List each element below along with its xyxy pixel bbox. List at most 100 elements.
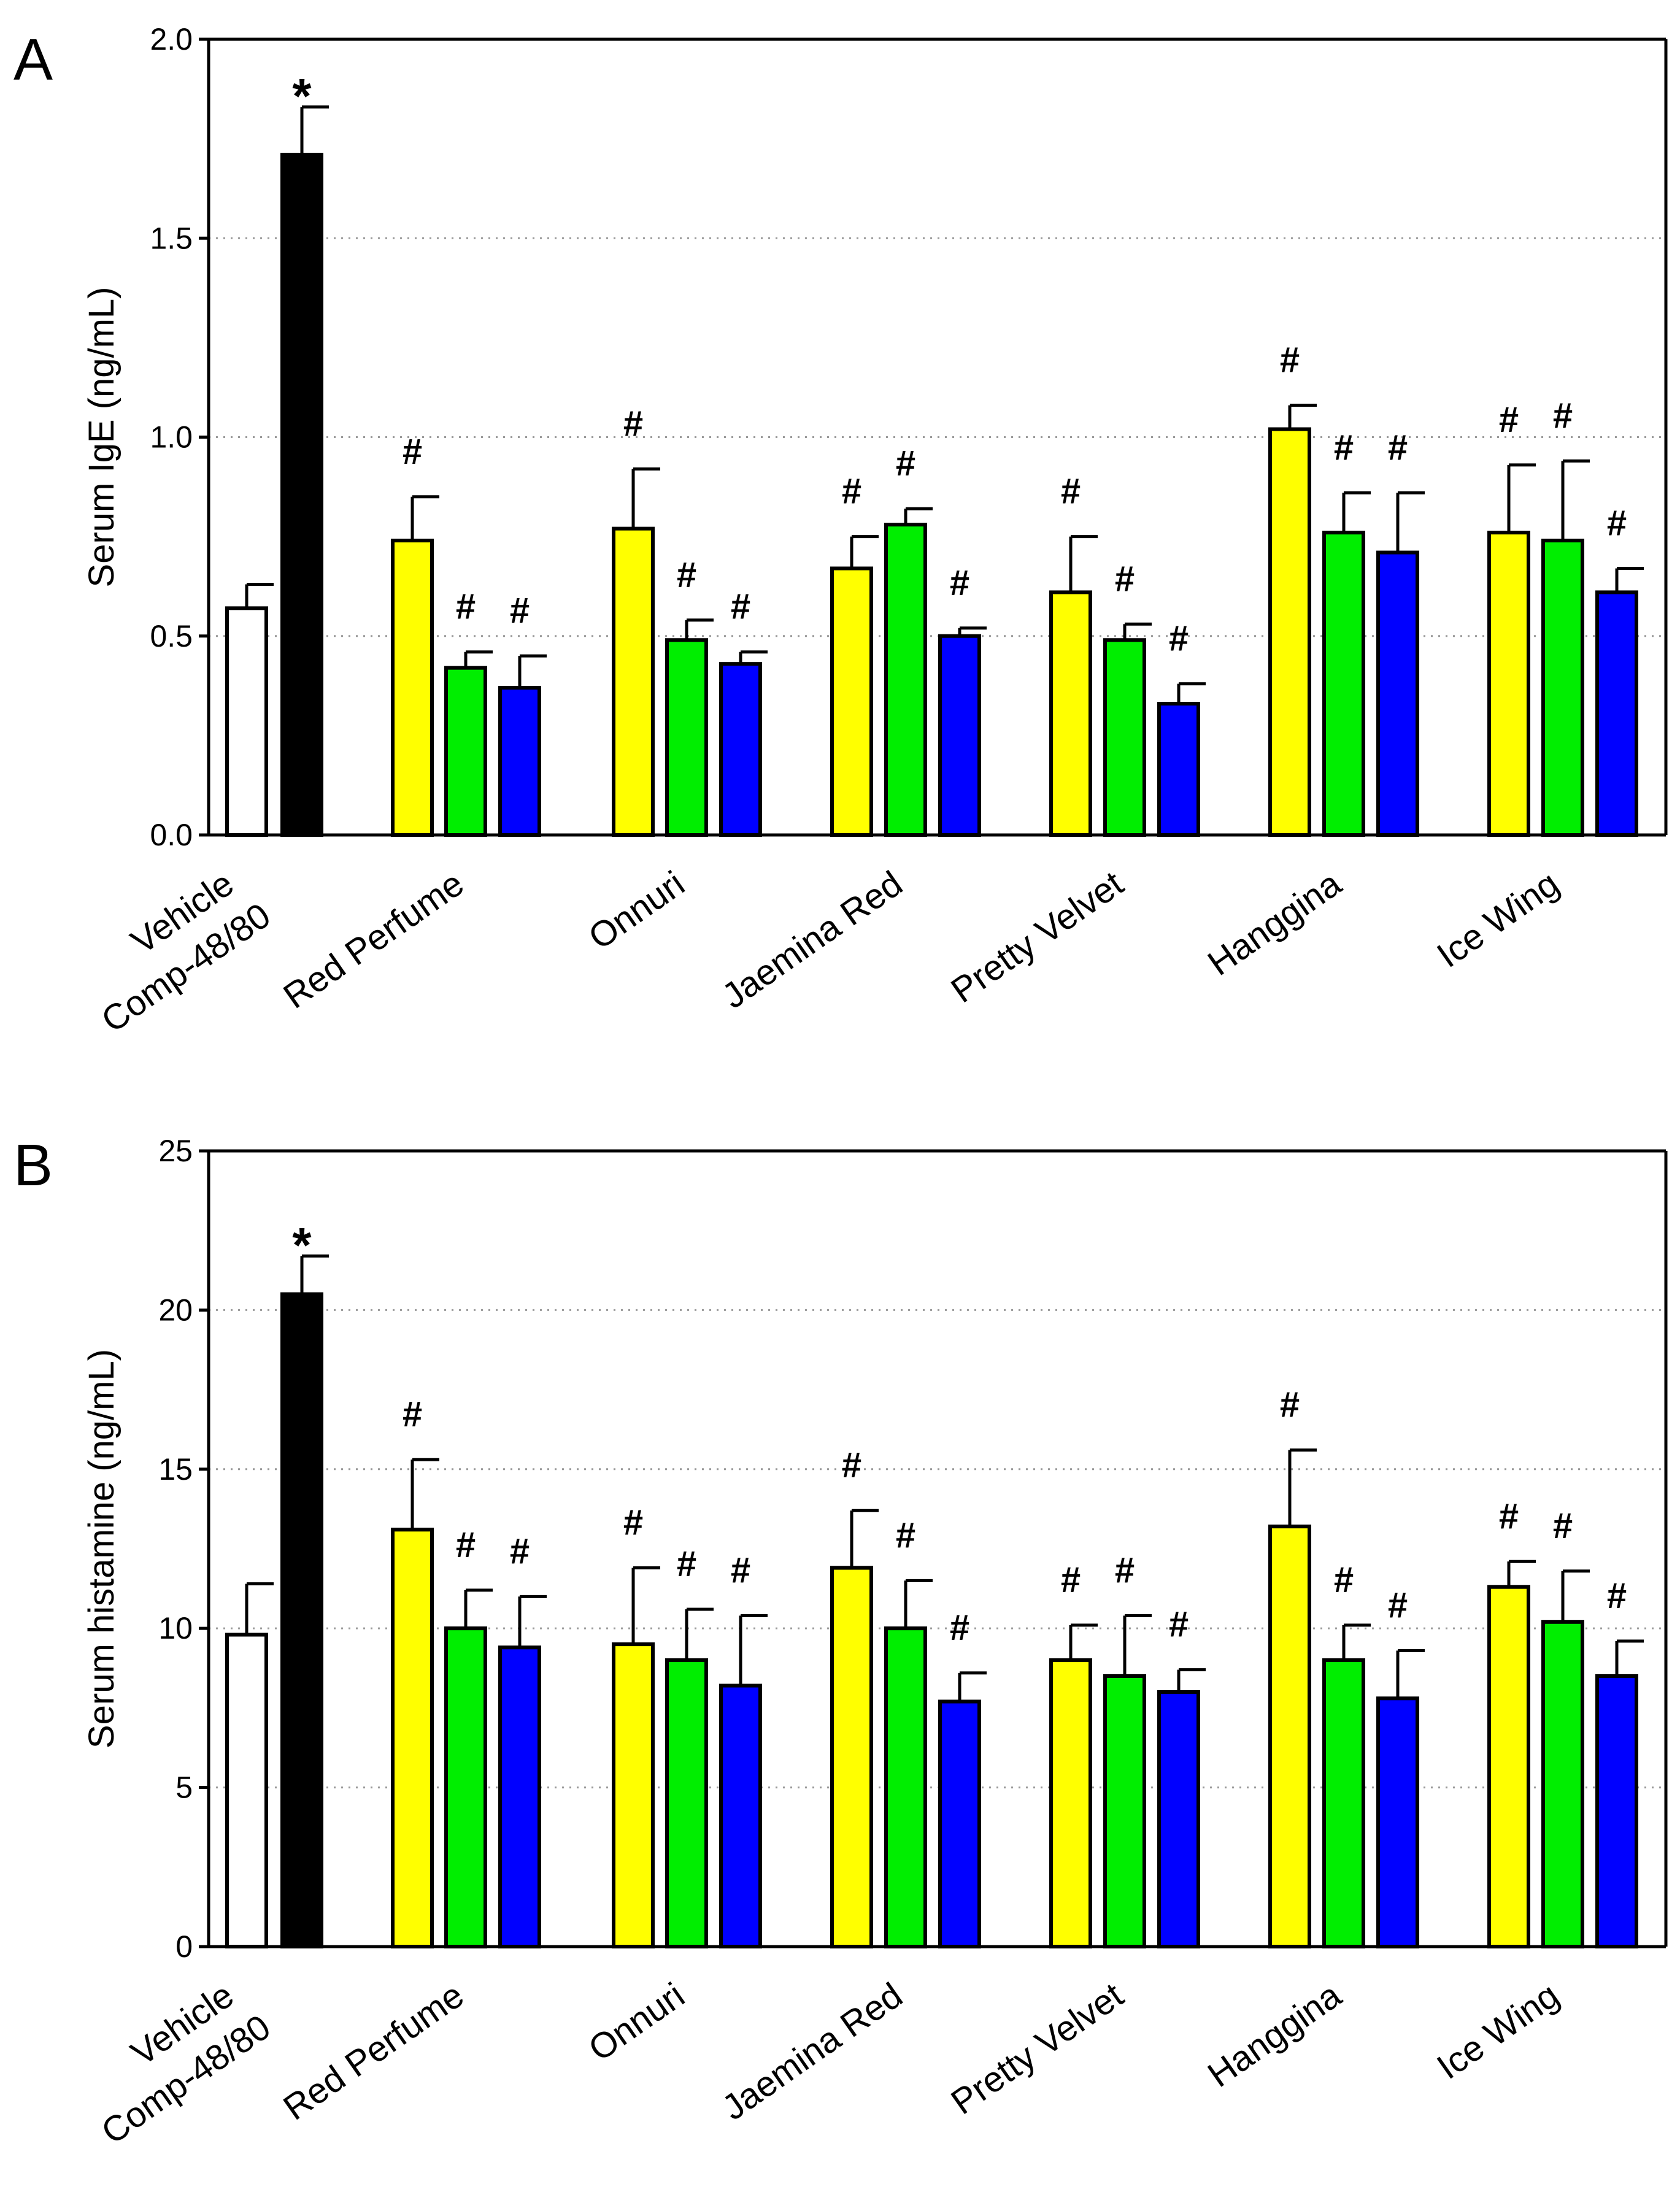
- bar-pretty-velvet-high: [1157, 701, 1200, 837]
- bar-ice-wing-mid: [1541, 1620, 1584, 1948]
- bar-jaemina-red-high: [938, 1699, 981, 1948]
- significance-hash: #: [731, 587, 750, 627]
- bar-red-perfume-mid: [444, 1626, 487, 1948]
- bar-pretty-velvet-high: [1157, 1690, 1200, 1948]
- significance-hash: #: [1280, 340, 1300, 380]
- significance-hash: #: [1553, 1506, 1573, 1546]
- significance-hash: #: [1607, 1576, 1627, 1616]
- bar-pretty-velvet-mid: [1103, 638, 1146, 837]
- significance-hash: #: [1280, 1385, 1300, 1425]
- bar-ice-wing-mid: [1541, 539, 1584, 837]
- bar-onnuri-high: [719, 1683, 762, 1948]
- x-category-label: Pretty Velvet: [944, 1975, 1130, 2122]
- bar-ice-wing-low: [1487, 531, 1530, 837]
- significance-hash: #: [842, 1445, 861, 1485]
- significance-hash: #: [1388, 1586, 1408, 1626]
- bar-control-vehicle: [225, 606, 268, 837]
- bar-jaemina-red-mid: [884, 1626, 927, 1948]
- significance-hash: #: [1334, 428, 1354, 467]
- bar-onnuri-mid: [665, 638, 708, 837]
- panel-a: A * # # # # # # # # # # # # # # # # # #0.0 0.5 1.0 1.5 2.0 Serum…: [13, 22, 1668, 1040]
- bar-red-perfume-low: [391, 539, 434, 837]
- bar-hanggina-mid: [1322, 531, 1365, 837]
- bar-ice-wing-high: [1595, 1674, 1638, 1949]
- significance-hash: #: [677, 1544, 696, 1584]
- bar-jaemina-red-mid: [884, 523, 927, 837]
- significance-hash: #: [1607, 504, 1627, 544]
- y-tick-label: 20: [158, 1293, 193, 1327]
- significance-hash: #: [510, 1531, 530, 1571]
- significance-hash: #: [623, 404, 643, 444]
- bar-onnuri-mid: [665, 1658, 708, 1949]
- bar-jaemina-red-high: [938, 634, 981, 837]
- bar-ice-wing-high: [1595, 590, 1638, 837]
- x-category-label: Red Perfume: [276, 863, 471, 1016]
- significance-hash: #: [623, 1503, 643, 1543]
- x-category-label: Jaemina Red: [715, 863, 909, 1016]
- x-category-label: Pretty Velvet: [944, 863, 1130, 1010]
- bar-pretty-velvet-low: [1049, 590, 1092, 837]
- significance-star: *: [292, 69, 312, 123]
- y-axis-label: Serum IgE (ng/mL): [82, 287, 121, 588]
- y-tick-label: 25: [158, 1134, 193, 1168]
- significance-hash: #: [896, 1515, 915, 1555]
- bar-hanggina-mid: [1322, 1658, 1365, 1949]
- bar-onnuri-high: [719, 662, 762, 837]
- significance-hash: #: [842, 472, 861, 512]
- y-tick-label: 10: [158, 1611, 193, 1645]
- y-axis-label: Serum histamine (ng/mL): [82, 1349, 121, 1748]
- bar-pretty-velvet-mid: [1103, 1674, 1146, 1949]
- bar-red-perfume-mid: [444, 666, 487, 837]
- y-tick-label: 15: [158, 1452, 193, 1486]
- significance-hash: #: [1115, 559, 1135, 599]
- bar-hanggina-low: [1268, 1525, 1311, 1949]
- significance-hash: #: [950, 563, 969, 603]
- panel-b: B * # # # # # # # # # # # # # # # # # #0 5 10 15 20 25 Serum hist…: [13, 1133, 1668, 2152]
- significance-hash: #: [456, 1525, 476, 1565]
- bar-hanggina-high: [1376, 550, 1419, 837]
- significance-star: *: [292, 1218, 312, 1272]
- bar-control-comp: [280, 153, 323, 837]
- bar-pretty-velvet-low: [1049, 1658, 1092, 1949]
- y-tick-label: 1.0: [150, 420, 193, 455]
- panel-letter: B: [13, 1133, 53, 1198]
- significance-hash: #: [1553, 396, 1573, 436]
- x-category-label: Hanggina: [1201, 863, 1349, 983]
- significance-hash: #: [1499, 400, 1519, 440]
- x-category-label: Ice Wing: [1430, 863, 1566, 975]
- significance-hash: #: [1334, 1560, 1354, 1600]
- significance-hash: #: [403, 1394, 422, 1434]
- significance-hash: #: [1169, 619, 1189, 659]
- bar-hanggina-low: [1268, 427, 1311, 837]
- x-category-label: Hanggina: [1201, 1975, 1349, 2095]
- significance-hash: #: [1169, 1605, 1189, 1645]
- x-category-label: Jaemina Red: [715, 1975, 909, 2128]
- significance-hash: #: [677, 555, 696, 595]
- bar-hanggina-high: [1376, 1696, 1419, 1948]
- significance-hash: #: [510, 591, 530, 631]
- significance-hash: #: [403, 432, 422, 472]
- y-tick-label: 0.5: [150, 619, 193, 653]
- y-tick-label: 0: [175, 1929, 193, 1964]
- bar-jaemina-red-low: [830, 566, 873, 837]
- significance-hash: #: [1061, 1560, 1081, 1600]
- significance-hash: #: [896, 444, 915, 483]
- bar-red-perfume-low: [391, 1528, 434, 1949]
- y-tick-label: 2.0: [150, 22, 193, 56]
- x-category-label: Ice Wing: [1430, 1975, 1566, 2087]
- significance-hash: #: [731, 1550, 750, 1590]
- bar-onnuri-low: [612, 526, 655, 837]
- significance-hash: #: [950, 1608, 969, 1648]
- panel-letter: A: [13, 27, 53, 93]
- bar-ice-wing-low: [1487, 1585, 1530, 1949]
- x-category-label: Onnuri: [582, 863, 692, 957]
- y-tick-label: 0.0: [150, 818, 193, 852]
- bar-red-perfume-high: [498, 1645, 541, 1948]
- bar-onnuri-low: [612, 1642, 655, 1948]
- y-tick-label: 1.5: [150, 221, 193, 255]
- significance-hash: #: [1061, 472, 1081, 512]
- significance-hash: #: [1388, 428, 1408, 467]
- x-category-label: Onnuri: [582, 1975, 692, 2069]
- bar-control-comp: [280, 1292, 323, 1948]
